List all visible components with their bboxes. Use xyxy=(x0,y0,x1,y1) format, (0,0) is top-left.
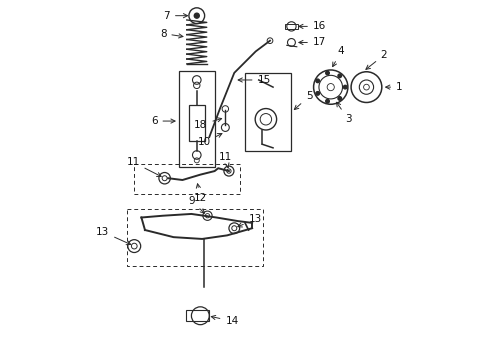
Text: 3: 3 xyxy=(337,102,352,124)
Text: 10: 10 xyxy=(198,134,222,148)
Text: 17: 17 xyxy=(299,37,326,48)
Text: 13: 13 xyxy=(238,214,262,227)
Circle shape xyxy=(316,91,319,95)
Circle shape xyxy=(343,85,347,89)
Text: 14: 14 xyxy=(211,315,239,326)
Circle shape xyxy=(194,13,199,18)
Text: 13: 13 xyxy=(96,227,131,245)
Circle shape xyxy=(338,74,342,78)
Circle shape xyxy=(338,96,342,100)
Text: 4: 4 xyxy=(333,46,344,67)
Bar xyxy=(127,208,263,266)
Circle shape xyxy=(316,79,319,83)
Text: 12: 12 xyxy=(194,184,207,203)
Bar xyxy=(245,73,292,152)
Text: 11: 11 xyxy=(126,157,161,176)
Bar xyxy=(134,164,240,194)
Text: 9: 9 xyxy=(188,197,205,213)
Text: 16: 16 xyxy=(299,21,326,31)
Circle shape xyxy=(326,71,329,75)
Text: 2: 2 xyxy=(366,50,388,69)
Text: 6: 6 xyxy=(151,116,175,126)
Text: 1: 1 xyxy=(386,82,403,92)
Bar xyxy=(186,310,209,321)
Text: 8: 8 xyxy=(160,28,183,39)
Circle shape xyxy=(326,99,329,103)
Text: 15: 15 xyxy=(238,75,271,85)
Text: 11: 11 xyxy=(219,152,232,167)
Text: 18: 18 xyxy=(194,118,221,130)
Bar xyxy=(179,71,215,167)
Text: 5: 5 xyxy=(294,91,312,109)
Bar xyxy=(189,105,205,141)
Text: 7: 7 xyxy=(163,11,188,21)
Bar xyxy=(285,24,298,29)
